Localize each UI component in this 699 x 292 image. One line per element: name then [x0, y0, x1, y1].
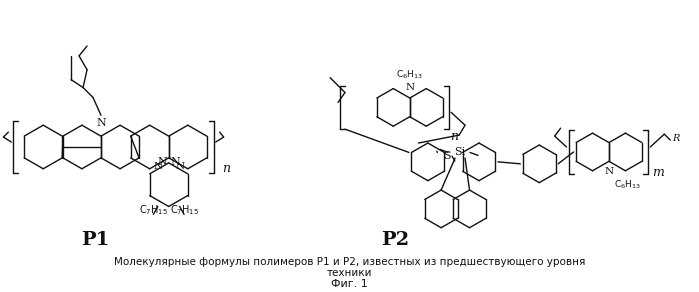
- Text: Молекулярные формулы полимеров P1 и P2, известных из предшествующего уровня: Молекулярные формулы полимеров P1 и P2, …: [114, 257, 585, 267]
- Text: n: n: [222, 162, 230, 175]
- Text: N: N: [96, 118, 106, 128]
- Text: техники: техники: [326, 268, 373, 278]
- Text: P1: P1: [81, 231, 110, 249]
- Text: Фиг. 1: Фиг. 1: [331, 279, 368, 289]
- Text: N: N: [157, 157, 167, 167]
- Text: N: N: [605, 167, 614, 176]
- Text: $\mathrm{C_7H_{15}}$: $\mathrm{C_7H_{15}}$: [170, 204, 199, 217]
- Text: $\mathrm{C_7H_{15}}$: $\mathrm{C_7H_{15}}$: [139, 204, 168, 217]
- Text: P2: P2: [381, 231, 409, 249]
- Text: Si: Si: [454, 147, 466, 157]
- Text: n: n: [450, 130, 458, 142]
- Text: $\mathrm{C_6H_{13}}$: $\mathrm{C_6H_{13}}$: [614, 178, 641, 191]
- Text: m: m: [652, 166, 664, 179]
- Text: N: N: [175, 162, 185, 171]
- Text: N: N: [405, 83, 415, 92]
- Text: S: S: [443, 151, 451, 161]
- Text: N: N: [153, 162, 162, 171]
- Text: $\mathrm{C_6H_{13}}$: $\mathrm{C_6H_{13}}$: [396, 68, 424, 81]
- Text: N: N: [171, 157, 180, 167]
- Text: R: R: [672, 133, 680, 142]
